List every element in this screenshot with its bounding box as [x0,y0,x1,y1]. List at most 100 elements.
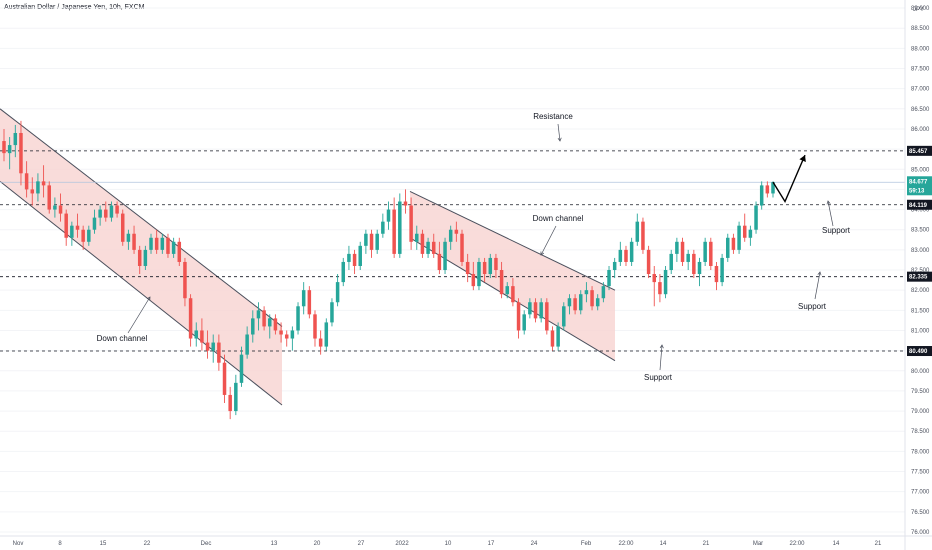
candle-body [262,310,266,327]
annotations: Resistance Down channel Down channel Sup… [97,112,851,382]
candle-body [120,213,125,242]
price-tick-label: 78.000 [911,449,930,455]
candle-body [98,209,102,218]
candle-body [245,334,249,355]
annotation-resistance-arrow [557,123,561,142]
candle-body [392,209,396,254]
channels [0,108,616,406]
candle-body [70,225,74,238]
candle-body [556,326,560,347]
level-price-tag [907,199,932,210]
candle-body [663,270,668,295]
candle-body [714,265,719,283]
candle-body [296,306,300,331]
candle-body [364,233,368,246]
candle-body [109,205,114,218]
candle-body [81,229,85,242]
candle-body [409,205,413,242]
price-tags: 85.457 84.119 82.335 80.490 84.677 59:13 [907,145,932,357]
price-tick-label: 88.500 [911,26,930,32]
time-tick-label: 10 [445,541,452,547]
candle-body [307,290,312,315]
annotation-support-2: Support [798,302,827,311]
level-price-tag [907,145,932,156]
candle-body [188,298,193,339]
price-tick-label: 76.000 [911,530,930,536]
candle-body [335,282,340,303]
candle-body [47,185,51,210]
current-price-tag [907,176,932,196]
down-channel-1-lower-line[interactable] [0,180,283,406]
candle-body [420,233,425,254]
candle-body [748,229,753,238]
candle-body [499,270,504,295]
annotation-arrowhead [826,200,831,205]
candle-body [30,189,35,194]
time-tick-label: 17 [488,541,495,547]
candle-body [742,225,747,238]
candle-body [567,298,572,307]
candle-body [251,318,255,335]
candle-body [533,302,538,319]
annotation-arrowhead [557,137,562,142]
chart-title: Australian Dollar / Japanese Yen, 10h, F… [4,4,145,11]
candle-body [256,310,261,319]
candle-body [731,237,736,250]
candle-body [284,334,289,339]
time-tick-label: 21 [703,541,710,547]
candle-body [149,237,153,250]
price-tick-label: 83.500 [911,228,930,234]
candle-body [443,241,447,271]
candle-body [53,205,57,210]
level-price-tag [907,346,932,357]
candle-body [398,201,402,254]
candle-body [754,205,758,230]
candle-body [477,261,481,287]
candle-body [460,233,464,262]
candle-body [550,330,555,347]
candle-body [273,318,278,331]
projection-path[interactable] [772,154,806,204]
candle-body [675,241,679,254]
candle-body [115,205,119,214]
candle-body [200,330,204,343]
candle-body [41,181,46,186]
candle-body [578,294,583,311]
price-tick-label: 85.000 [911,167,930,173]
candle-body [539,302,543,319]
candle-body [697,261,702,275]
candle-body [352,253,357,266]
candle-body [726,237,730,258]
candle-body [522,314,526,331]
candle-body [612,261,617,271]
candle-body [528,302,532,315]
price-tick-label: 86.500 [911,107,930,113]
time-tick-label: Feb [581,541,592,547]
candle-body [24,173,29,190]
candle-body [211,342,215,351]
price-tick-label: 86.000 [911,127,930,133]
time-tick-label: 22 [144,541,151,547]
candle-body [562,306,566,327]
down-channel-1-upper-line[interactable] [0,108,283,327]
price-tick-label: 87.000 [911,87,930,93]
candle-body [154,237,159,250]
time-axis[interactable]: Nov 8 15 22 Dec 13 20 27 2022 10 17 24 Feb 22:00 14 21 M… [0,535,932,547]
time-tick-label: 14 [660,541,667,547]
candle-body [183,261,187,299]
down-channel-2-upper-line[interactable] [409,190,616,291]
annotation-support-3-arrow [659,344,663,371]
price-tick-label: 81.500 [911,308,930,314]
candle-body [709,241,713,266]
candle-body [92,217,97,230]
annotation-support-1-arrow [827,200,834,227]
time-tick-label: 24 [531,541,538,547]
annotation-support-1: Support [822,226,851,235]
candle-body [494,257,498,271]
projection-arrowhead [799,155,806,163]
candle-body [347,253,351,262]
candle-body [516,302,521,331]
price-tick-label: 82.500 [911,268,930,274]
price-tick-label: 76.500 [911,510,930,516]
